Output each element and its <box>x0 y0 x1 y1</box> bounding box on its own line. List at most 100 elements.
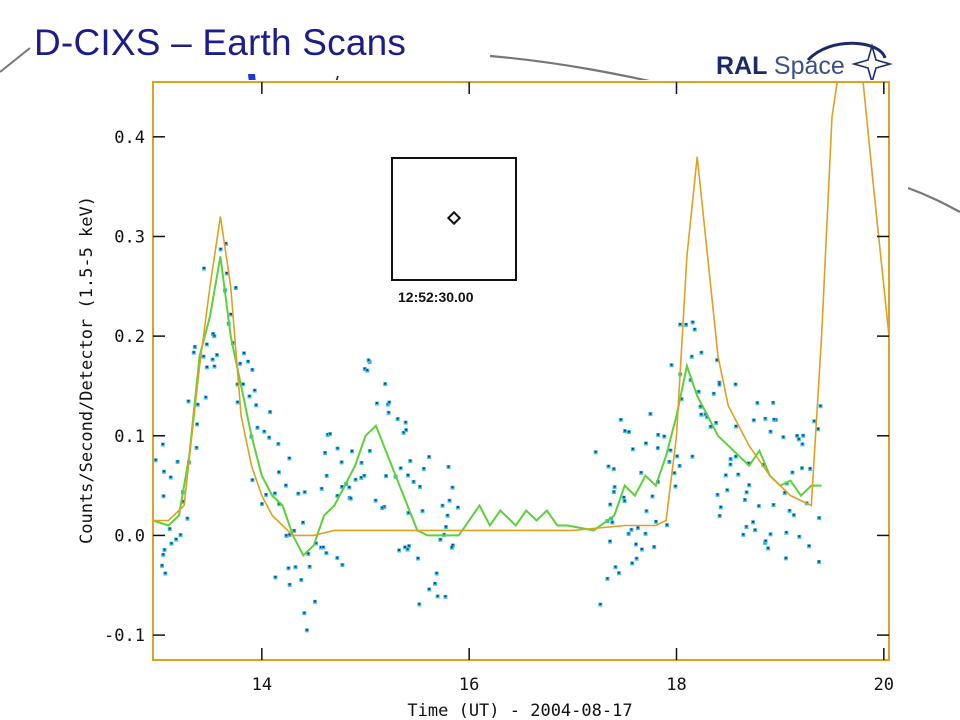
scatter-point-core <box>693 328 696 331</box>
scatter-point-core <box>314 541 317 544</box>
scatter-point-core <box>325 474 328 477</box>
scatter-point-core <box>196 403 199 406</box>
scatter-point-core <box>404 421 407 424</box>
x-tick-label: 18 <box>666 675 686 695</box>
scatter-point-core <box>193 345 196 348</box>
scatter-point-core <box>444 525 447 528</box>
scatter-point-core <box>742 533 745 536</box>
scatter-point-core <box>163 548 166 551</box>
scatter-point-core <box>418 602 421 605</box>
scatter-point-core <box>287 566 290 569</box>
scatter-point-core <box>735 425 738 428</box>
scatter-point-core <box>764 539 767 542</box>
y-axis-label: Counts/Second/Detector (1.5-5 keV) <box>77 196 97 544</box>
scatter-point-core <box>179 533 182 536</box>
scatter-point-core <box>678 464 681 467</box>
y-tick-label: 0.0 <box>114 526 145 546</box>
scatter-point-core <box>612 490 615 493</box>
scatter-point-core <box>754 528 757 531</box>
scatter-point-core <box>669 448 672 451</box>
scatter-point-core <box>215 353 218 356</box>
scatter-point-core <box>752 418 755 421</box>
scatter-point-core <box>301 521 304 524</box>
scatter-point-core <box>428 587 431 590</box>
scatter-point-core <box>336 447 339 450</box>
scatter-point-core <box>329 432 332 435</box>
scatter-point-core <box>385 474 388 477</box>
scatter-point-core <box>697 390 700 393</box>
x-tick-label: 20 <box>874 675 894 695</box>
scatter-point-core <box>630 528 633 531</box>
scatter-point-core <box>772 503 775 506</box>
scatter-point-core <box>716 493 719 496</box>
scatter-point-core <box>673 471 676 474</box>
scatter-point-core <box>300 578 303 581</box>
scatter-point-core <box>360 461 363 464</box>
scatter-point-core <box>800 466 803 469</box>
scatter-point-core <box>366 369 369 372</box>
scatter-point-core <box>277 470 280 473</box>
scatter-point-core <box>444 595 447 598</box>
y-tick-label: 0.3 <box>114 227 145 247</box>
scatter-point-core <box>788 509 791 512</box>
scatter-point-core <box>690 355 693 358</box>
scatter-point-core <box>255 403 258 406</box>
scatter-point-core <box>196 422 199 425</box>
scatter-point-core <box>716 358 719 361</box>
scatter-point-core <box>813 419 816 422</box>
scatter-point-core <box>428 455 431 458</box>
scatter-point-core <box>447 465 450 468</box>
scatter-point-core <box>404 545 407 548</box>
scatter-point-core <box>288 583 291 586</box>
scatter-point-core <box>260 502 263 505</box>
scatter-point-core <box>718 383 721 386</box>
scatter-point-core <box>773 418 776 421</box>
scatter-point-core <box>718 514 721 517</box>
scatter-point-core <box>644 442 647 445</box>
inset-box: 12:52:30.00 <box>391 157 517 305</box>
inset-timestamp: 12:52:30.00 <box>398 289 474 305</box>
scatter-point-core <box>700 413 703 416</box>
y-tick-label: 0.1 <box>114 427 145 447</box>
scatter-point-core <box>211 332 214 335</box>
scatter-point-core <box>631 447 634 450</box>
scatter-point-core <box>325 551 328 554</box>
decor-swoosh-right <box>907 186 960 213</box>
scatter-point-core <box>239 362 242 365</box>
scatter-point-core <box>609 503 612 506</box>
scatter-point-core <box>348 486 351 489</box>
scatter-point-core <box>269 410 272 413</box>
decor-swoosh-left <box>0 47 31 73</box>
scatter-point-core <box>192 351 195 354</box>
scatter-point-core <box>446 514 449 517</box>
scatter-point-core <box>818 516 821 519</box>
scatter-point-core <box>680 397 683 400</box>
scatter-point-core <box>162 470 165 473</box>
chart-background <box>150 80 908 660</box>
scatter-point-core <box>679 323 682 326</box>
axes: -0.1 0.0 0.1 0.2 0.3 0.4 14 16 18 20 <box>104 82 894 695</box>
scatter-point-core <box>398 548 401 551</box>
scatter-point-core <box>247 360 250 363</box>
x-tick-label: 14 <box>252 675 272 695</box>
scatter-point-core <box>729 463 732 466</box>
scatter-point-core <box>229 313 232 316</box>
logo-text-bold: RAL <box>716 52 767 80</box>
scatter-point-core <box>307 552 310 555</box>
scatter-point-core <box>213 334 216 337</box>
scatter-point-core <box>182 500 185 503</box>
scatter-point-core <box>273 492 276 495</box>
scatter-point-core <box>242 382 245 385</box>
scatter-point-core <box>277 442 280 445</box>
scatter-point-core <box>743 498 746 501</box>
scatter-point-core <box>699 405 702 408</box>
scatter-point-core <box>726 488 729 491</box>
scatter-point-core <box>409 459 412 462</box>
scatter-point-core <box>718 381 721 384</box>
scatter-point-core <box>225 272 228 275</box>
scatter-point-core <box>418 485 421 488</box>
scatter-point-core <box>817 427 820 430</box>
scatter-point-core <box>284 484 287 487</box>
plot-frame <box>152 81 890 661</box>
scatter-point-core <box>764 417 767 420</box>
